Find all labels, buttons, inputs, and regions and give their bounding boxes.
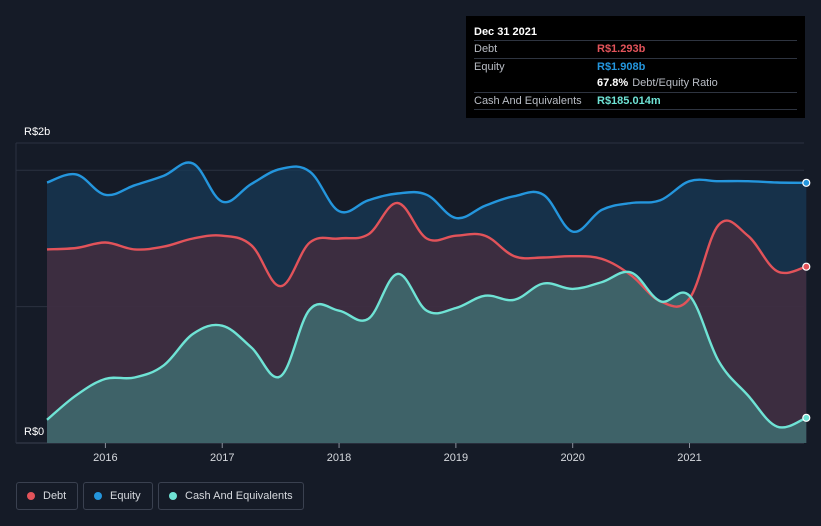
tooltip-row-debt: Debt R$1.293b bbox=[474, 40, 797, 58]
tooltip-ratio-value: 67.8% bbox=[597, 77, 629, 89]
cash-area bbox=[47, 271, 807, 443]
y-label-bottom: R$0 bbox=[24, 426, 44, 438]
debt-end-point bbox=[802, 262, 811, 271]
y-label-top: R$2b bbox=[24, 126, 50, 138]
tooltip-cash-label: Cash And Equivalents bbox=[474, 94, 582, 107]
legend-item-equity[interactable]: Equity bbox=[83, 482, 153, 510]
tooltip-panel: Dec 31 2021 Debt R$1.293b Equity R$1.908… bbox=[466, 16, 805, 118]
legend-equity-label: Equity bbox=[110, 490, 141, 502]
x-tick-label-2020: 2020 bbox=[560, 452, 584, 464]
debt-line bbox=[46, 201, 807, 308]
cash-end-point bbox=[802, 413, 811, 422]
tooltip-date: Dec 31 2021 bbox=[474, 26, 537, 38]
tooltip-cash-value: R$185.014m bbox=[597, 94, 661, 107]
tooltip-ratio-label: Debt/Equity Ratio bbox=[632, 77, 718, 89]
cash-legend-dot-icon bbox=[169, 492, 177, 500]
tooltip-row-ratio: 67.8% Debt/Equity Ratio bbox=[474, 75, 797, 92]
tooltip-equity-value: R$1.908b bbox=[597, 60, 646, 73]
x-tick-label-2019: 2019 bbox=[444, 452, 468, 464]
legend-debt-label: Debt bbox=[43, 490, 67, 502]
debt-legend-dot-icon bbox=[27, 492, 35, 500]
legend-item-debt[interactable]: Debt bbox=[16, 482, 78, 510]
cash-line bbox=[46, 270, 807, 429]
legend-item-cash[interactable]: Cash And Equivalents bbox=[158, 482, 304, 510]
equity-line bbox=[46, 161, 807, 233]
legend-cash-label: Cash And Equivalents bbox=[185, 490, 293, 502]
x-tick-label-2016: 2016 bbox=[93, 452, 117, 464]
tooltip-row-cash: Cash And Equivalents R$185.014m bbox=[474, 91, 797, 110]
tooltip-equity-label: Equity bbox=[474, 60, 505, 73]
tooltip-debt-value: R$1.293b bbox=[597, 43, 646, 55]
tooltip-debt-label: Debt bbox=[474, 43, 498, 55]
x-tick-label-2017: 2017 bbox=[210, 452, 234, 464]
equity-legend-dot-icon bbox=[94, 492, 102, 500]
x-tick-label-2021: 2021 bbox=[677, 452, 701, 464]
equity-end-point bbox=[802, 178, 811, 187]
tooltip-row-equity: Equity R$1.908b bbox=[474, 57, 797, 76]
x-tick-label-2018: 2018 bbox=[327, 452, 351, 464]
